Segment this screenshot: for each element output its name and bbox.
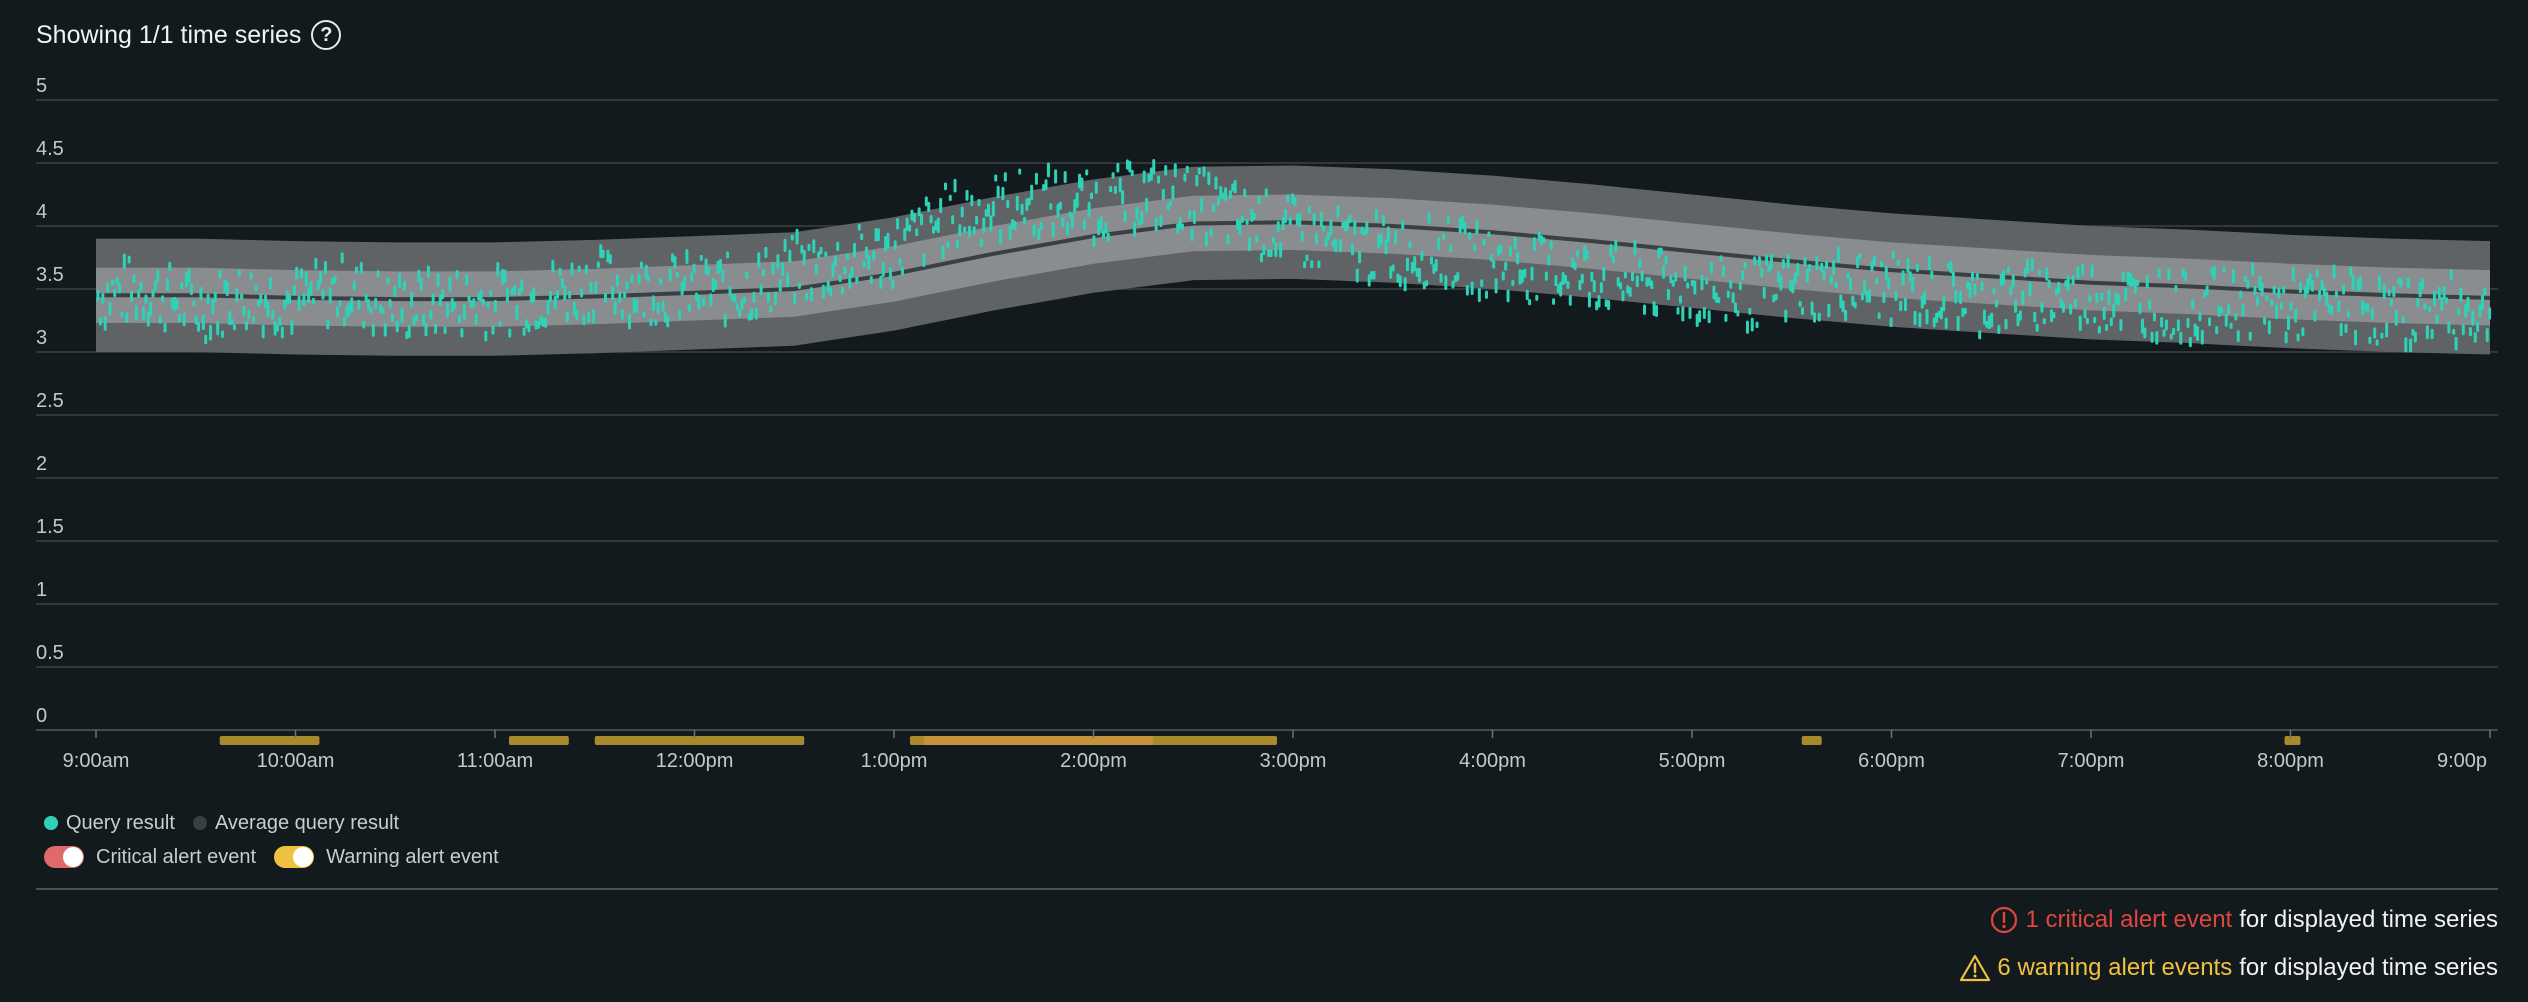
y-tick-label: 2.5 [36, 390, 64, 412]
x-tick-label: 7:00pm [2058, 750, 2125, 772]
y-tick-label: 0 [36, 705, 47, 727]
warning-event-bar [594, 736, 805, 745]
y-tick-label: 2 [36, 453, 47, 475]
critical-summary: 1 critical alert event for displayed tim… [1989, 905, 2498, 935]
y-tick-label: 4 [36, 201, 47, 223]
x-tick-label: 8:00pm [2257, 750, 2324, 772]
warning-event-bar [1801, 736, 1822, 745]
legend-critical-alert-event: Critical alert event [44, 846, 256, 869]
critical-summary-text: for displayed time series [2239, 906, 2498, 933]
y-tick-label: 1 [36, 579, 47, 601]
average-line [96, 220, 2491, 302]
warning-summary: 6 warning alert events for displayed tim… [1959, 953, 2498, 983]
toggle-knob [293, 847, 314, 867]
x-axis: 9:00am 10:00am 11:00am 12:00pm 1:00pm 2:00pm 3… [36, 729, 2498, 772]
legend-warning-alert-event: Warning alert event [274, 846, 499, 869]
warning-alert-toggle[interactable] [274, 846, 315, 868]
x-tick-label: 2:00pm [1060, 750, 1127, 772]
y-tick-label: 0.5 [36, 642, 64, 664]
exclamation-circle-icon [1989, 905, 2019, 935]
chart-header: Showing 1/1 time series ? [36, 20, 342, 50]
legend: Query result Average query result Critic… [44, 806, 517, 874]
x-tick-label: 11:00am [457, 750, 533, 772]
warning-event-bar [219, 736, 320, 745]
y-tick-label: 5 [36, 75, 47, 97]
x-tick-label: 5:00pm [1659, 750, 1726, 772]
y-axis: 0 0.5 1 1.5 2 2.5 3 3.5 4 4.5 5 [36, 75, 64, 727]
x-tick-label: 4:00pm [1459, 750, 1526, 772]
time-series-chart: 0 0.5 1 1.5 2 2.5 3 3.5 4 4.5 5 9:00am 10:00am 11:00… [36, 75, 2498, 772]
y-tick-label: 4.5 [36, 138, 64, 160]
warning-event-bar [2284, 736, 2301, 745]
x-tick-label: 10:00am [257, 750, 335, 772]
warning-count-link[interactable]: 6 warning alert events [1997, 954, 2233, 981]
warning-summary-text: for displayed time series [2239, 954, 2498, 981]
y-tick-label: 3.5 [36, 264, 64, 286]
legend-warning-alert-event-label: Warning alert event [326, 845, 499, 868]
legend-average-query-result[interactable]: Average query result [192, 811, 400, 835]
x-tick-label: 6:00pm [1858, 750, 1925, 772]
legend-average-query-result-label: Average query result [214, 811, 400, 834]
x-tick-label: 3:00pm [1260, 750, 1327, 772]
critical-alert-toggle[interactable] [44, 846, 84, 868]
critical-count-link[interactable]: 1 critical alert event [2025, 906, 2233, 933]
legend-critical-alert-event-label: Critical alert event [96, 845, 257, 868]
alert-event-bars [219, 736, 2301, 745]
critical-event-bar [923, 736, 1154, 745]
divider [36, 888, 2498, 890]
average-line-group [96, 220, 2491, 302]
toggle-knob [63, 847, 83, 867]
y-tick-label: 3 [36, 327, 47, 349]
y-tick-label: 1.5 [36, 516, 64, 538]
legend-query-result-label: Query result [66, 811, 175, 834]
average-query-result-dot [192, 816, 207, 830]
x-tick-label: 12:00pm [656, 750, 734, 772]
query-result-dot [44, 816, 58, 830]
legend-query-result[interactable]: Query result [44, 812, 175, 835]
warning-triangle-icon [1959, 953, 1991, 983]
x-tick-label: 9:00p [2437, 750, 2487, 772]
question-circle-icon[interactable]: ? [311, 20, 342, 50]
query-result-points [96, 158, 2492, 353]
x-tick-label: 1:00pm [861, 750, 928, 772]
warning-event-bar [508, 736, 569, 745]
page-title: Showing 1/1 time series [36, 20, 302, 49]
x-tick-label: 9:00am [63, 750, 130, 772]
